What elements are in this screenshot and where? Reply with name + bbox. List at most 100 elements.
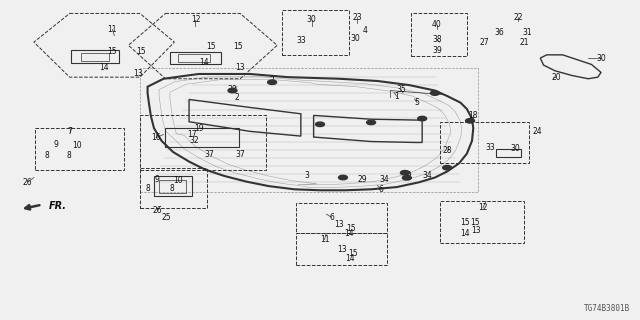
- Text: 24: 24: [532, 127, 542, 136]
- Text: 30: 30: [307, 15, 317, 24]
- Text: 12: 12: [191, 15, 200, 24]
- Text: 8: 8: [45, 151, 50, 160]
- Text: 15: 15: [460, 218, 470, 227]
- Text: 35: 35: [396, 85, 406, 94]
- Bar: [440, 122, 529, 163]
- Bar: [35, 128, 124, 170]
- Circle shape: [443, 165, 452, 170]
- Text: 15: 15: [207, 42, 216, 52]
- Circle shape: [228, 88, 237, 93]
- Text: 20: 20: [552, 73, 561, 82]
- Text: 12: 12: [478, 203, 488, 212]
- Text: 13: 13: [337, 245, 346, 254]
- Text: 25: 25: [162, 213, 172, 222]
- Text: 8: 8: [170, 184, 174, 193]
- Text: 26: 26: [152, 206, 162, 215]
- Bar: [140, 168, 207, 208]
- Bar: [178, 54, 210, 62]
- Text: 19: 19: [194, 124, 204, 132]
- Circle shape: [316, 122, 324, 126]
- Text: 11: 11: [320, 235, 329, 244]
- Bar: [81, 52, 109, 60]
- Text: 13: 13: [235, 63, 244, 72]
- Circle shape: [268, 80, 276, 84]
- Text: 15: 15: [470, 218, 479, 227]
- Text: 14: 14: [99, 63, 109, 72]
- Text: 15: 15: [108, 47, 117, 56]
- Text: 2: 2: [235, 93, 239, 102]
- Text: 8: 8: [66, 151, 71, 160]
- Bar: [140, 116, 266, 170]
- Text: 30: 30: [511, 144, 520, 153]
- Text: 13: 13: [472, 226, 481, 235]
- Text: 15: 15: [234, 42, 243, 52]
- Text: 8: 8: [145, 184, 150, 193]
- Bar: [140, 68, 478, 192]
- Text: 14: 14: [460, 229, 470, 238]
- Text: 15: 15: [346, 224, 355, 233]
- Circle shape: [431, 91, 440, 95]
- Circle shape: [339, 175, 348, 180]
- Text: 26: 26: [22, 178, 33, 187]
- Bar: [296, 233, 387, 265]
- Text: 28: 28: [443, 146, 452, 155]
- Text: 15: 15: [348, 250, 358, 259]
- Text: 30: 30: [351, 35, 360, 44]
- Text: 30: 30: [596, 53, 606, 62]
- Text: 40: 40: [432, 20, 442, 29]
- Text: 22: 22: [513, 13, 523, 22]
- Bar: [166, 128, 239, 147]
- Text: 14: 14: [344, 229, 353, 238]
- Text: 18: 18: [468, 111, 478, 120]
- Circle shape: [401, 171, 410, 175]
- Text: 16: 16: [151, 133, 161, 142]
- Text: 29: 29: [357, 175, 367, 184]
- Bar: [412, 13, 467, 56]
- Text: 7: 7: [67, 127, 72, 136]
- Text: 37: 37: [236, 150, 245, 159]
- Bar: [496, 149, 520, 157]
- Text: 15: 15: [136, 47, 146, 56]
- Text: 6: 6: [379, 185, 384, 194]
- Text: 5: 5: [415, 98, 419, 107]
- Text: 32: 32: [189, 136, 199, 145]
- Circle shape: [466, 119, 474, 123]
- Bar: [440, 201, 524, 243]
- Text: 33: 33: [485, 143, 495, 152]
- Text: FR.: FR.: [49, 201, 67, 211]
- Text: 1: 1: [394, 92, 399, 101]
- Text: 2: 2: [269, 76, 275, 85]
- Text: 3: 3: [305, 172, 310, 180]
- Text: 37: 37: [204, 150, 214, 159]
- Text: TG74B3801B: TG74B3801B: [584, 304, 630, 313]
- Text: 30: 30: [228, 85, 237, 94]
- Text: 9: 9: [54, 140, 59, 149]
- Text: 33: 33: [296, 36, 306, 45]
- Circle shape: [418, 116, 427, 121]
- Text: 23: 23: [352, 13, 362, 22]
- Text: 14: 14: [199, 58, 209, 67]
- Bar: [159, 180, 186, 194]
- Text: 39: 39: [432, 45, 442, 55]
- Text: 31: 31: [523, 28, 532, 37]
- Text: 6: 6: [329, 213, 334, 222]
- Text: 9: 9: [155, 175, 159, 184]
- Text: 21: 21: [520, 38, 529, 47]
- Text: 11: 11: [108, 25, 117, 34]
- Bar: [170, 52, 221, 64]
- Text: 38: 38: [432, 35, 442, 44]
- Text: 36: 36: [494, 28, 504, 37]
- Circle shape: [403, 176, 412, 180]
- Bar: [71, 50, 119, 63]
- Text: 14: 14: [345, 254, 355, 263]
- Text: 10: 10: [173, 176, 183, 185]
- Text: 4: 4: [363, 26, 368, 35]
- Text: 13: 13: [334, 220, 344, 229]
- Bar: [154, 176, 192, 196]
- Bar: [296, 203, 387, 233]
- Text: 10: 10: [72, 141, 82, 150]
- Circle shape: [367, 120, 376, 124]
- Text: 17: 17: [188, 130, 197, 139]
- Text: 34: 34: [422, 172, 432, 180]
- Text: 34: 34: [379, 175, 388, 184]
